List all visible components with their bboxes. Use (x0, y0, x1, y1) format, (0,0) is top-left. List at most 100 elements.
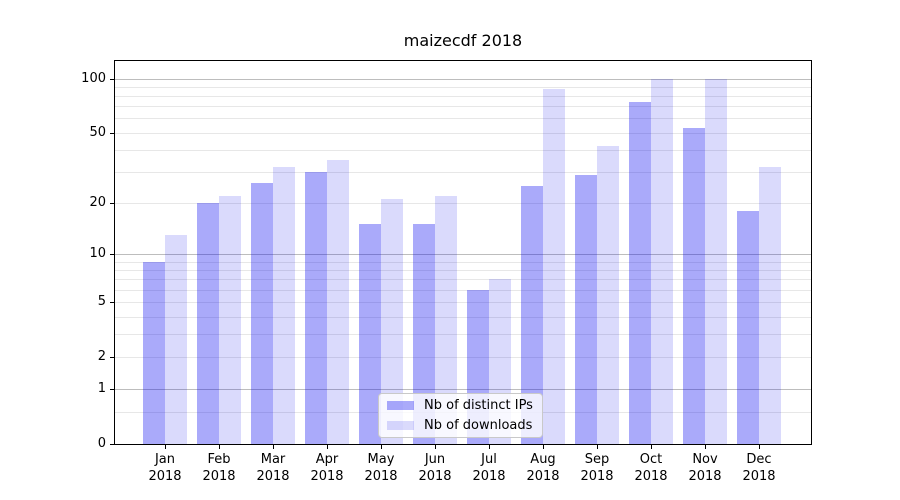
x-tick-year-mar: 2018 (256, 469, 290, 484)
x-tick-year-aug: 2018 (526, 469, 560, 484)
bar-ips-dec (737, 210, 759, 444)
x-tick-label-nov: Nov 2018 (673, 451, 737, 485)
chart-title: maizecdf 2018 (403, 31, 523, 50)
plot-area: Nb of distinct IPs Nb of downloads (114, 60, 812, 445)
x-tick-may (381, 445, 382, 449)
x-tick-dec (759, 445, 760, 449)
x-tick-apr (327, 445, 328, 449)
x-tick-sep (597, 445, 598, 449)
y-tick-5 (110, 302, 114, 304)
x-tick-label-sep: Sep 2018 (565, 451, 629, 485)
gridline-minor-50 (115, 132, 811, 134)
x-tick-aug (543, 445, 544, 449)
x-tick-jun (435, 445, 436, 449)
bar-ips-sep (575, 174, 597, 444)
x-tick-nov (705, 445, 706, 449)
x-tick-label-jan: Jan 2018 (133, 451, 197, 485)
y-tick-label-1: 1 (97, 381, 106, 397)
gridline-minor-40 (115, 149, 811, 151)
bar-downloads-jun (435, 195, 457, 444)
x-tick-month-mar: Mar (260, 452, 286, 467)
bar-downloads-nov (705, 78, 727, 444)
legend: Nb of distinct IPs Nb of downloads (378, 393, 543, 438)
x-tick-year-dec: 2018 (742, 469, 776, 484)
gridline-minor-2 (115, 357, 811, 358)
x-tick-month-aug: Aug (530, 452, 556, 467)
gridline-minor-5 (115, 302, 811, 304)
bar-ips-jun (413, 224, 435, 444)
y-tick-label-50: 50 (89, 124, 106, 140)
y-tick-label-20: 20 (89, 194, 106, 210)
x-tick-label-dec: Dec 2018 (727, 451, 791, 485)
bar-ips-feb (197, 202, 219, 444)
legend-swatch-downloads (387, 420, 414, 430)
gridline-minor-6 (115, 289, 811, 291)
x-tick-label-jul: Jul 2018 (457, 451, 521, 485)
gridline-minor-70 (115, 106, 811, 108)
bar-downloads-apr (327, 160, 349, 444)
x-tick-month-oct: Oct (639, 452, 663, 467)
x-tick-month-nov: Nov (692, 452, 718, 467)
bar-downloads-feb (219, 195, 241, 444)
x-tick-label-aug: Aug 2018 (511, 451, 575, 485)
legend-label-distinct-ips: Nb of distinct IPs (424, 398, 533, 414)
bar-downloads-aug (543, 88, 565, 444)
x-tick-year-oct: 2018 (634, 469, 668, 484)
bar-downloads-sep (597, 146, 619, 444)
x-tick-month-apr: Apr (315, 452, 339, 467)
y-tick-0 (110, 444, 114, 445)
y-tick-50 (110, 132, 114, 134)
x-tick-feb (219, 445, 220, 449)
y-tick-1 (110, 389, 114, 391)
y-tick-label-5: 5 (97, 294, 106, 310)
y-tick-20 (110, 202, 114, 204)
x-tick-month-jan: Jan (154, 452, 176, 467)
x-tick-label-mar: Mar 2018 (241, 451, 305, 485)
x-tick-label-feb: Feb 2018 (187, 451, 251, 485)
x-tick-label-apr: Apr 2018 (295, 451, 359, 485)
x-tick-month-may: May (367, 452, 395, 467)
y-tick-label-2: 2 (97, 349, 106, 364)
x-tick-year-apr: 2018 (310, 469, 344, 484)
y-tick-2 (110, 357, 114, 358)
gridline-minor-80 (115, 96, 811, 97)
y-tick-label-10: 10 (89, 246, 106, 262)
x-tick-month-dec: Dec (746, 452, 772, 467)
x-tick-month-jun: Jun (424, 452, 446, 467)
bar-downloads-dec (759, 167, 781, 444)
x-tick-year-nov: 2018 (688, 469, 722, 484)
x-tick-year-sep: 2018 (580, 469, 614, 484)
bar-ips-nov (683, 128, 705, 444)
bar-ips-mar (251, 183, 273, 444)
bar-ips-aug (521, 186, 543, 444)
bar-downloads-mar (273, 167, 295, 444)
x-tick-year-jun: 2018 (418, 469, 452, 484)
y-tick-10 (110, 254, 114, 256)
x-tick-year-jul: 2018 (472, 469, 506, 484)
x-tick-oct (651, 445, 652, 449)
x-tick-label-oct: Oct 2018 (619, 451, 683, 485)
gridline-major-100 (115, 78, 811, 80)
y-tick-label-100: 100 (81, 70, 106, 86)
bar-ips-jan (143, 261, 165, 444)
x-tick-mar (273, 445, 274, 449)
gridline-major-1 (115, 389, 811, 391)
gridline-minor-9 (115, 261, 811, 263)
bar-downloads-jan (165, 235, 187, 444)
legend-swatch-distinct-ips (387, 401, 414, 411)
gridline-minor-30 (115, 172, 811, 174)
bar-ips-may (359, 224, 381, 444)
legend-label-downloads: Nb of downloads (424, 417, 533, 433)
y-tick-label-0: 0 (97, 436, 106, 451)
gridline-minor-20 (115, 202, 811, 204)
y-tick-100 (110, 78, 114, 80)
bar-downloads-may (381, 199, 403, 444)
gridline-minor-60 (115, 118, 811, 120)
bar-ips-apr (305, 172, 327, 444)
x-tick-jul (489, 445, 490, 449)
x-tick-month-sep: Sep (584, 452, 610, 467)
gridline-major-10 (115, 254, 811, 256)
legend-item-downloads: Nb of downloads (387, 418, 542, 433)
x-tick-year-feb: 2018 (202, 469, 236, 484)
gridline-minor-3 (115, 334, 811, 336)
